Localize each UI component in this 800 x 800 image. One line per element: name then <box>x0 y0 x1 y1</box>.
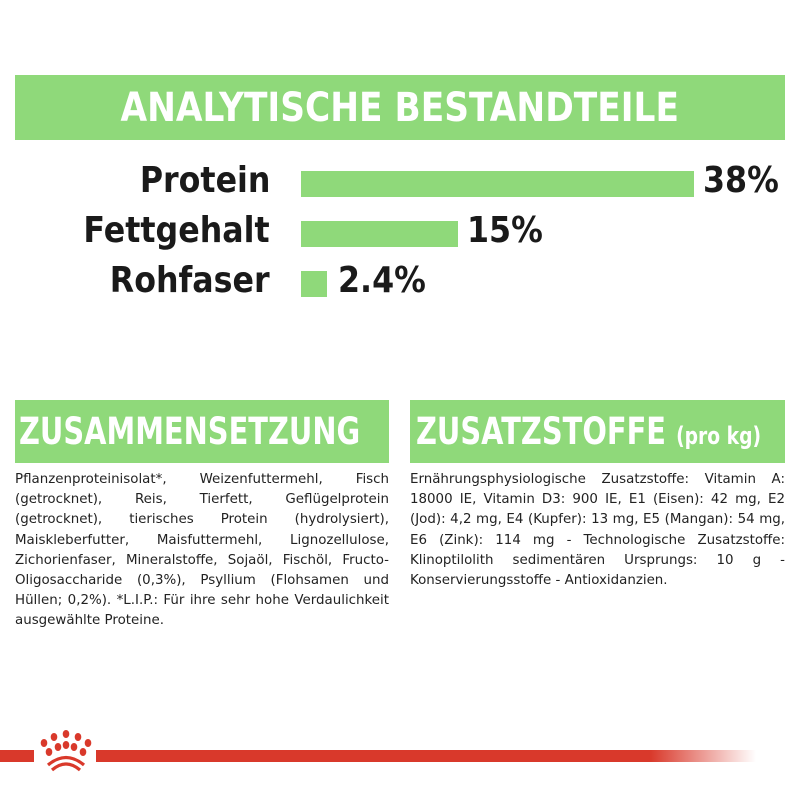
analysis-title: ANALYTISCHE BESTANDTEILE <box>120 84 680 131</box>
footer-red-line-left <box>0 750 34 762</box>
composition-title: ZUSAMMENSETZUNG <box>19 410 361 453</box>
composition-title-banner: ZUSAMMENSETZUNG <box>15 400 389 463</box>
additives-text: Ernährungsphysiologische Zusatzstoffe: V… <box>410 472 785 589</box>
crown-icon <box>40 730 92 772</box>
nutrient-bar <box>301 171 694 197</box>
footer-red-line-right <box>96 750 756 762</box>
nutrient-label: Fettgehalt <box>83 210 270 251</box>
additives-title: ZUSATZSTOFFE <box>416 410 667 453</box>
nutrient-label: Rohfaser <box>110 260 270 301</box>
nutrient-bar <box>301 271 327 297</box>
nutrient-row-fettgehalt: Fettgehalt 15% <box>0 210 800 256</box>
nutrient-value: 15% <box>467 210 543 251</box>
additives-title-banner: ZUSATZSTOFFE (pro kg) <box>410 400 785 463</box>
additives-title-suffix: (pro kg) <box>676 422 762 450</box>
composition-text: Pflanzenproteinisolat*, Weizenfuttermehl… <box>15 472 389 629</box>
analysis-title-banner: ANALYTISCHE BESTANDTEILE <box>15 75 785 140</box>
nutrient-bar <box>301 221 458 247</box>
nutrient-row-protein: Protein 38% <box>0 160 800 206</box>
additives-title-group: ZUSATZSTOFFE (pro kg) <box>416 410 761 453</box>
nutrient-row-rohfaser: Rohfaser 2.4% <box>0 260 800 306</box>
nutrient-value: 2.4% <box>338 260 426 301</box>
nutrient-value: 38% <box>703 160 779 201</box>
nutrient-label: Protein <box>139 160 270 201</box>
